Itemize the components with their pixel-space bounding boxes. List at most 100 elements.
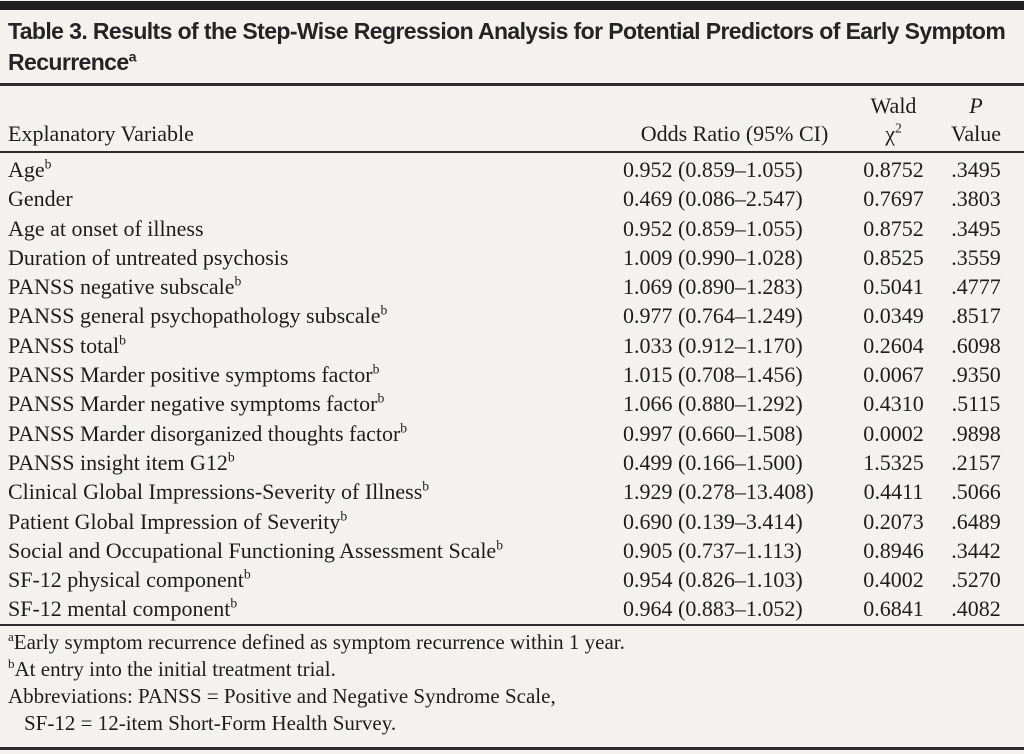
cell-wald-chi-squared: 0.0349 — [863, 303, 924, 329]
cell-odds-ratio: 1.015 (0.708–1.456) — [623, 362, 803, 388]
cell-wald-chi-squared: 0.5041 — [863, 274, 924, 300]
table-row: SF-12 mental componentb 0.964 (0.883–1.05… — [0, 594, 1024, 623]
table-row: PANSS totalb 1.033 (0.912–1.170) 0.2604 .60… — [0, 331, 1024, 360]
cell-wald-chi-squared: 0.0002 — [863, 420, 924, 446]
table-title-footnote-marker: a — [128, 49, 137, 66]
table-title-text: Table 3. Results of the Step-Wise Regres… — [8, 18, 1006, 75]
header-explanatory-variable: Explanatory Variable — [8, 121, 194, 146]
cell-odds-ratio: 0.499 (0.166–1.500) — [623, 449, 803, 475]
footnote-marker: b — [44, 156, 52, 172]
cell-p-value: .3803 — [951, 186, 1001, 212]
table-row: PANSS Marder disorganized thoughts facto… — [0, 419, 1024, 448]
cell-p-value: .4777 — [951, 274, 1001, 300]
footnote-marker: b — [400, 420, 408, 436]
cell-wald-chi-squared: 0.4411 — [863, 479, 924, 505]
cell-odds-ratio: 0.977 (0.764–1.249) — [623, 303, 803, 329]
cell-variable: PANSS Marder positive symptoms factorb — [8, 361, 380, 388]
table-row: Patient Global Impression of Severityb 0.… — [0, 507, 1024, 536]
cell-odds-ratio: 0.964 (0.883–1.052) — [623, 596, 803, 622]
footer-rule — [0, 623, 1024, 626]
cell-variable: PANSS Marder disorganized thoughts facto… — [8, 420, 408, 446]
cell-odds-ratio: 1.066 (0.880–1.292) — [623, 391, 803, 417]
table-row: Clinical Global Impressions-Severity of … — [0, 477, 1024, 506]
header-rule — [0, 151, 1024, 153]
header-spacer-1 — [8, 92, 618, 120]
cell-variable: Social and Occupational Functioning Asse… — [8, 537, 504, 563]
cell-odds-ratio: 1.033 (0.912–1.170) — [623, 332, 803, 358]
cell-wald-chi-squared: 0.4310 — [863, 391, 924, 417]
cell-variable: Ageb — [8, 156, 52, 182]
footnote-marker: b — [377, 391, 385, 407]
cell-variable: PANSS negative subscaleb — [8, 273, 242, 300]
cell-wald-chi-squared: 0.8525 — [863, 244, 924, 270]
cell-p-value: .8517 — [951, 303, 1001, 329]
cell-wald-chi-squared: 0.4002 — [863, 567, 924, 593]
footnote-marker: b — [230, 596, 238, 612]
footnote-line: bAt entry into the initial treatment tri… — [8, 655, 336, 681]
cell-variable: Clinical Global Impressions-Severity of … — [8, 478, 430, 505]
cell-variable: Patient Global Impression of Severityb — [8, 508, 348, 534]
cell-odds-ratio: 0.905 (0.737–1.113) — [623, 537, 802, 563]
cell-wald-chi-squared: 0.7697 — [863, 186, 924, 212]
cell-p-value: .3495 — [951, 215, 1001, 241]
cell-odds-ratio: 0.952 (0.859–1.055) — [623, 215, 803, 241]
table-row: SF-12 physical componentb 0.954 (0.826–1.… — [0, 565, 1024, 594]
footnote-marker: b — [8, 655, 15, 671]
cell-odds-ratio: 1.929 (0.278–13.408) — [623, 479, 814, 505]
cell-variable: Duration of untreated psychosis — [8, 244, 289, 270]
footnote-marker: b — [119, 332, 126, 348]
table-row: PANSS Marder negative symptoms factorb 1.… — [0, 389, 1024, 418]
cell-odds-ratio: 0.997 (0.660–1.508) — [623, 420, 803, 446]
chi-exponent: 2 — [894, 120, 902, 136]
cell-p-value: .5066 — [951, 479, 1001, 505]
title-rule — [0, 83, 1024, 86]
footnote-marker: b — [234, 273, 242, 289]
cell-p-value: .3559 — [951, 244, 1001, 270]
cell-odds-ratio: 0.690 (0.139–3.414) — [623, 508, 803, 534]
header-wald-line1: Wald — [870, 93, 917, 118]
footnote-marker: b — [422, 478, 430, 494]
footnote-marker: b — [243, 566, 251, 582]
header-spacer-2 — [618, 92, 851, 120]
cell-odds-ratio: 0.954 (0.826–1.103) — [623, 567, 803, 593]
cell-p-value: .6098 — [951, 332, 1001, 358]
table-row: Duration of untreated psychosis 1.009 (0.… — [0, 243, 1024, 272]
cell-variable: SF-12 mental componentb — [8, 596, 238, 622]
cell-p-value: .2157 — [951, 449, 1001, 475]
header-wald-chi-squared: χ2 — [851, 120, 936, 148]
table-row: Age at onset of illness 0.952 (0.859–1.05… — [0, 214, 1024, 243]
cell-p-value: .6489 — [951, 508, 1001, 534]
table-body: Ageb 0.952 (0.859–1.055) 0.8752.3495 Gender… — [0, 153, 1024, 624]
table-row: PANSS general psychopathology subscaleb 0… — [0, 301, 1024, 330]
cell-p-value: .4082 — [951, 596, 1001, 622]
cell-wald-chi-squared: 0.8946 — [863, 537, 924, 563]
cell-p-value: .5270 — [951, 567, 1001, 593]
header-p-line2: Value — [950, 121, 1002, 146]
cell-wald-chi-squared: 0.0067 — [863, 362, 924, 388]
footnote-marker: b — [340, 508, 348, 524]
cell-wald-chi-squared: 0.6841 — [863, 596, 924, 622]
header-odds-ratio: Odds Ratio (95% CI) — [640, 121, 829, 146]
footnote-marker: b — [380, 303, 388, 319]
cell-p-value: .3442 — [951, 537, 1001, 563]
cell-variable: PANSS insight item G12b — [8, 449, 235, 475]
table-row: PANSS negative subscaleb 1.069 (0.890–1.2… — [0, 272, 1024, 301]
footnotes: aEarly symptom recurrence defined as sym… — [0, 626, 1024, 737]
footnote-marker: b — [372, 361, 380, 377]
cell-p-value: .9898 — [951, 420, 1001, 446]
footnote-line: SF-12 = 12-item Short-Form Health Survey… — [24, 710, 397, 735]
cell-odds-ratio: 0.952 (0.859–1.055) — [623, 157, 803, 182]
table-row: PANSS insight item G12b 0.499 (0.166–1.50… — [0, 448, 1024, 477]
cell-odds-ratio: 1.069 (0.890–1.283) — [623, 274, 803, 300]
cell-p-value: .9350 — [951, 362, 1001, 388]
footnote-line: aEarly symptom recurrence defined as sym… — [8, 628, 625, 654]
footnote-line: Abbreviations: PANSS = Positive and Nega… — [8, 683, 556, 708]
footnote-marker: a — [8, 628, 14, 644]
cell-variable: PANSS general psychopathology subscaleb — [8, 303, 388, 329]
top-divider-bar — [0, 1, 1024, 10]
footnote-marker: b — [496, 537, 504, 553]
table-title: Table 3. Results of the Step-Wise Regres… — [8, 16, 1016, 78]
cell-variable: SF-12 physical componentb — [8, 566, 251, 593]
table-row: Gender 0.469 (0.086–2.547) 0.7697 .3803 — [0, 184, 1024, 213]
